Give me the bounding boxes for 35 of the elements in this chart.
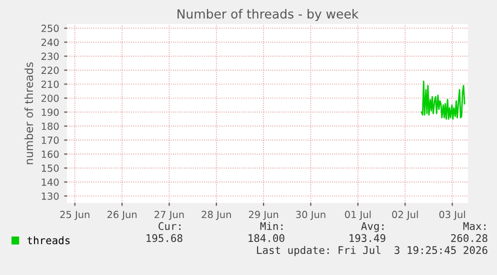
line-series — [420, 80, 466, 120]
y-tick-label: 230 — [42, 52, 59, 60]
x-tick-label: 27 Jun — [154, 210, 184, 220]
text: 193.49 — [350, 234, 386, 242]
y-tick-label: 250 — [42, 24, 59, 32]
text: 195.68 — [146, 234, 182, 242]
y-tick-label: 180 — [42, 122, 59, 130]
x-tick-label: 30 Jun — [296, 210, 326, 220]
text: Last update: Fri Jul 3 19:25:45 2026 — [257, 246, 488, 256]
x-tick-label: 28 Jun — [202, 210, 231, 220]
text: Min: — [260, 222, 282, 230]
chart-title: Number of threads - by week — [178, 8, 359, 22]
x-tick-label: 02 Jul — [392, 210, 418, 220]
text: 184.00 — [248, 234, 284, 242]
x-tick-label: 03 Jul — [439, 210, 465, 220]
y-tick-label: 160 — [42, 150, 59, 158]
x-tick-label: 26 Jun — [107, 210, 137, 220]
x-tick-label: 29 Jun — [248, 210, 278, 220]
y-tick-label: 140 — [42, 178, 59, 186]
y-tick-label: 210 — [42, 80, 59, 88]
y-tick-label: 170 — [42, 136, 59, 144]
legend-label: threads — [27, 236, 70, 244]
x-tick-label: 01 Jul — [344, 210, 371, 220]
text: Max: — [463, 222, 486, 230]
y-axis-title: number of threads — [24, 62, 34, 164]
y-tick-label: 200 — [42, 94, 59, 102]
y-tick-label: 240 — [42, 38, 59, 46]
text: Cur: — [158, 222, 180, 230]
text: Avg: — [361, 222, 384, 232]
y-tick-label: 150 — [42, 164, 59, 172]
x-tick-label: 25 Jun — [60, 210, 90, 220]
text: 260.28 — [451, 234, 488, 242]
y-tick-label: 130 — [42, 192, 59, 200]
y-tick-label: 190 — [42, 108, 59, 116]
y-tick-label: 220 — [42, 66, 59, 74]
